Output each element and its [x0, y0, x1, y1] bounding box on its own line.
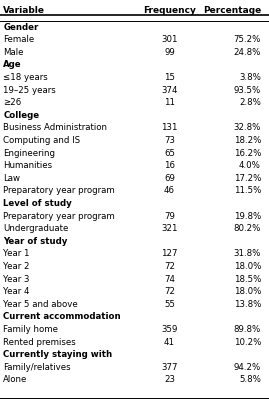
- Text: Year 3: Year 3: [3, 275, 30, 284]
- Text: 301: 301: [161, 35, 178, 44]
- Text: 16: 16: [164, 161, 175, 170]
- Text: Computing and IS: Computing and IS: [3, 136, 80, 145]
- Text: 23: 23: [164, 376, 175, 384]
- Text: 359: 359: [161, 325, 178, 334]
- Text: 55: 55: [164, 300, 175, 309]
- Text: 374: 374: [161, 86, 178, 95]
- Text: 131: 131: [161, 124, 178, 132]
- Text: 4.0%: 4.0%: [239, 161, 261, 170]
- Text: 80.2%: 80.2%: [233, 224, 261, 233]
- Text: Year of study: Year of study: [3, 237, 68, 246]
- Text: Family/relatives: Family/relatives: [3, 363, 71, 372]
- Text: 69: 69: [164, 174, 175, 183]
- Text: Preparatory year program: Preparatory year program: [3, 186, 115, 196]
- Text: 5.8%: 5.8%: [239, 376, 261, 384]
- Text: 99: 99: [164, 48, 175, 57]
- Text: Year 2: Year 2: [3, 262, 30, 271]
- Text: Law: Law: [3, 174, 20, 183]
- Text: 72: 72: [164, 262, 175, 271]
- Text: Female: Female: [3, 35, 34, 44]
- Text: Undergraduate: Undergraduate: [3, 224, 69, 233]
- Text: 15: 15: [164, 73, 175, 82]
- Text: Business Administration: Business Administration: [3, 124, 107, 132]
- Text: ≤18 years: ≤18 years: [3, 73, 48, 82]
- Text: 2.8%: 2.8%: [239, 98, 261, 107]
- Text: 17.2%: 17.2%: [233, 174, 261, 183]
- Text: 10.2%: 10.2%: [233, 338, 261, 347]
- Text: Age: Age: [3, 60, 22, 70]
- Text: Level of study: Level of study: [3, 199, 72, 208]
- Text: 75.2%: 75.2%: [233, 35, 261, 44]
- Text: 79: 79: [164, 212, 175, 221]
- Text: Rented premises: Rented premises: [3, 338, 76, 347]
- Text: Humanities: Humanities: [3, 161, 52, 170]
- Text: Current accommodation: Current accommodation: [3, 312, 121, 322]
- Text: 127: 127: [161, 250, 178, 258]
- Text: 18.2%: 18.2%: [233, 136, 261, 145]
- Text: 72: 72: [164, 287, 175, 296]
- Text: 24.8%: 24.8%: [233, 48, 261, 57]
- Text: Male: Male: [3, 48, 24, 57]
- Text: Year 1: Year 1: [3, 250, 30, 258]
- Text: 11: 11: [164, 98, 175, 107]
- Text: Engineering: Engineering: [3, 149, 55, 158]
- Text: Percentage: Percentage: [203, 6, 261, 15]
- Text: 46: 46: [164, 186, 175, 196]
- Text: Gender: Gender: [3, 23, 39, 32]
- Text: 16.2%: 16.2%: [233, 149, 261, 158]
- Text: 11.5%: 11.5%: [233, 186, 261, 196]
- Text: 19.8%: 19.8%: [234, 212, 261, 221]
- Text: Family home: Family home: [3, 325, 58, 334]
- Text: 41: 41: [164, 338, 175, 347]
- Text: 73: 73: [164, 136, 175, 145]
- Text: 377: 377: [161, 363, 178, 372]
- Text: Preparatory year program: Preparatory year program: [3, 212, 115, 221]
- Text: 65: 65: [164, 149, 175, 158]
- Text: 31.8%: 31.8%: [233, 250, 261, 258]
- Text: 94.2%: 94.2%: [234, 363, 261, 372]
- Text: 18.0%: 18.0%: [233, 262, 261, 271]
- Text: College: College: [3, 111, 39, 120]
- Text: Variable: Variable: [3, 6, 45, 15]
- Text: 18.5%: 18.5%: [233, 275, 261, 284]
- Text: Alone: Alone: [3, 376, 28, 384]
- Text: 74: 74: [164, 275, 175, 284]
- Text: 321: 321: [161, 224, 178, 233]
- Text: 93.5%: 93.5%: [234, 86, 261, 95]
- Text: 13.8%: 13.8%: [233, 300, 261, 309]
- Text: ≥26: ≥26: [3, 98, 22, 107]
- Text: Year 5 and above: Year 5 and above: [3, 300, 78, 309]
- Text: 32.8%: 32.8%: [233, 124, 261, 132]
- Text: Currently staying with: Currently staying with: [3, 350, 112, 359]
- Text: Frequency: Frequency: [143, 6, 196, 15]
- Text: 89.8%: 89.8%: [234, 325, 261, 334]
- Text: Year 4: Year 4: [3, 287, 30, 296]
- Text: 19–25 years: 19–25 years: [3, 86, 56, 95]
- Text: 18.0%: 18.0%: [233, 287, 261, 296]
- Text: 3.8%: 3.8%: [239, 73, 261, 82]
